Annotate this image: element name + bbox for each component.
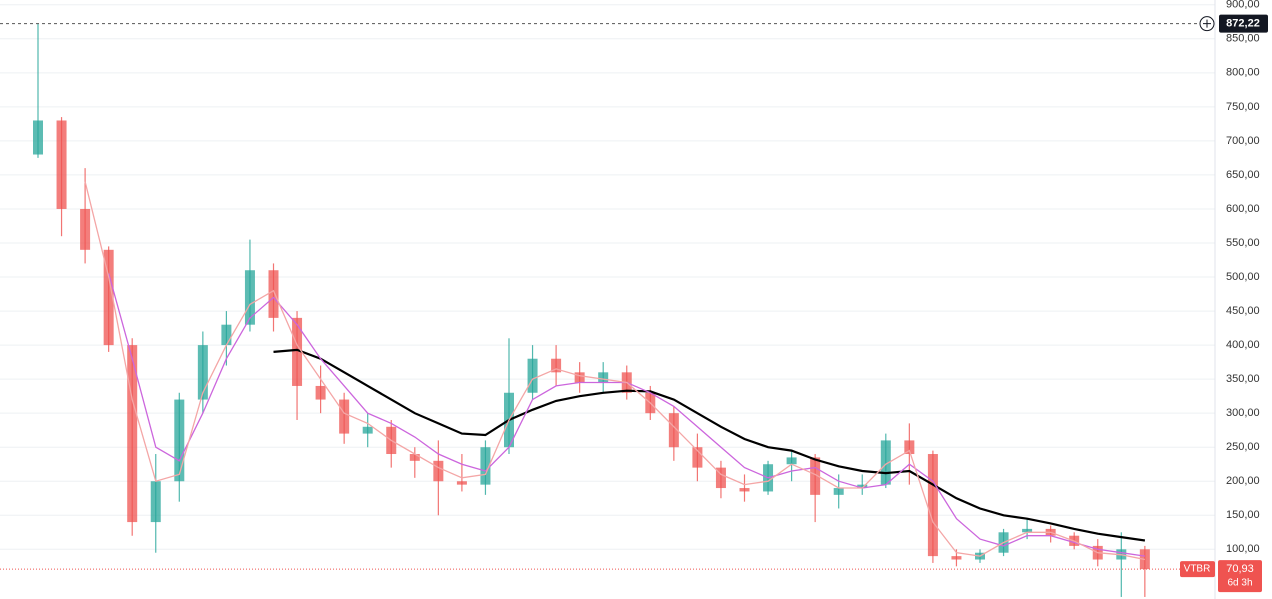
candle-body [833, 488, 844, 495]
candle-body [598, 372, 609, 383]
last-price-box [1218, 560, 1262, 593]
candle-body [433, 460, 444, 482]
y-tick-label: 250,00 [1226, 441, 1260, 453]
candle-body [362, 426, 373, 434]
candle-body [103, 249, 114, 346]
candle-body [951, 556, 962, 560]
y-tick-label: 450,00 [1226, 305, 1260, 317]
symbol-label-box [1180, 561, 1215, 578]
y-tick-label: 900,00 [1226, 0, 1260, 11]
y-tick-label: 200,00 [1226, 475, 1260, 487]
y-tick-label: 550,00 [1226, 237, 1260, 249]
y-tick-label: 700,00 [1226, 135, 1260, 147]
y-tick-label: 600,00 [1226, 203, 1260, 215]
last-price-label: 70,93 [1226, 563, 1254, 575]
candle-body [339, 399, 350, 434]
candle-body [739, 488, 750, 492]
y-tick-label: 500,00 [1226, 271, 1260, 283]
candle-body [904, 440, 915, 455]
candle-body [692, 447, 703, 468]
candle-body [880, 440, 891, 485]
y-tick-label: 800,00 [1226, 67, 1260, 79]
candle-body [268, 270, 279, 318]
candle-body [715, 467, 726, 489]
y-tick-label: 650,00 [1226, 169, 1260, 181]
candle-body [409, 454, 420, 461]
candle-body [33, 120, 43, 155]
crosshair-label-box [1219, 14, 1268, 33]
candle-body [527, 358, 538, 393]
candle-body [174, 399, 185, 482]
candle-body [786, 457, 797, 465]
y-tick-label: 750,00 [1226, 101, 1260, 113]
candle-body [857, 484, 868, 489]
candle-body [244, 270, 255, 325]
moving-average-line [273, 348, 1146, 542]
moving-average-line [84, 181, 1146, 561]
candle-body [456, 481, 467, 485]
y-tick-label: 400,00 [1226, 339, 1260, 351]
candle-body [810, 457, 821, 495]
candle-body [150, 481, 161, 523]
countdown-label: 6d 3h [1227, 578, 1252, 589]
candle-body [197, 345, 208, 400]
candle-body [315, 385, 326, 400]
y-tick-label: 100,00 [1226, 543, 1260, 555]
y-tick-label: 150,00 [1226, 509, 1260, 521]
y-tick-label: 300,00 [1226, 407, 1260, 419]
candle-body [221, 324, 232, 346]
candle-body [127, 345, 138, 523]
symbol-label: VTBR [1184, 564, 1211, 575]
candle-body [80, 208, 91, 250]
y-tick-label: 350,00 [1226, 373, 1260, 385]
candle-body [56, 120, 67, 209]
candle-body [551, 358, 562, 373]
candle-body [927, 454, 938, 557]
candle-body [292, 317, 303, 386]
y-tick-label: 850,00 [1226, 33, 1260, 45]
crosshair-label: 872,22 [1226, 18, 1260, 30]
plus-icon [1203, 19, 1211, 28]
candle-body [574, 372, 585, 383]
candle-body [480, 447, 491, 485]
candle-body [1022, 528, 1033, 533]
candle-body [668, 413, 679, 448]
